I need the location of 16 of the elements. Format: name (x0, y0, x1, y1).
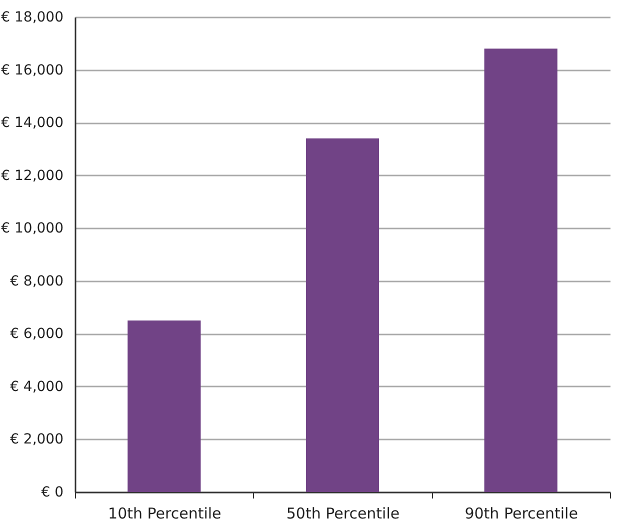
x-tick-label: 90th Percentile (464, 504, 578, 522)
bar (306, 138, 380, 492)
y-tick-label: € 18,000 (1, 10, 64, 26)
bar (128, 320, 201, 492)
y-tick-label: € 8,000 (10, 273, 64, 290)
y-tick-label: € 4,000 (10, 378, 64, 395)
x-tick-label: 10th Percentile (108, 504, 222, 522)
y-tick-label: € 12,000 (1, 168, 64, 184)
y-tick-label: € 2,000 (10, 432, 64, 448)
y-tick-label: € 14,000 (1, 115, 64, 132)
y-tick-label: € 0 (41, 484, 64, 500)
x-tick-label: 50th Percentile (286, 504, 400, 522)
bar (484, 48, 558, 492)
y-tick-label: € 16,000 (1, 62, 64, 78)
y-tick-label: € 6,000 (10, 326, 64, 342)
y-tick-label: € 10,000 (1, 220, 64, 237)
